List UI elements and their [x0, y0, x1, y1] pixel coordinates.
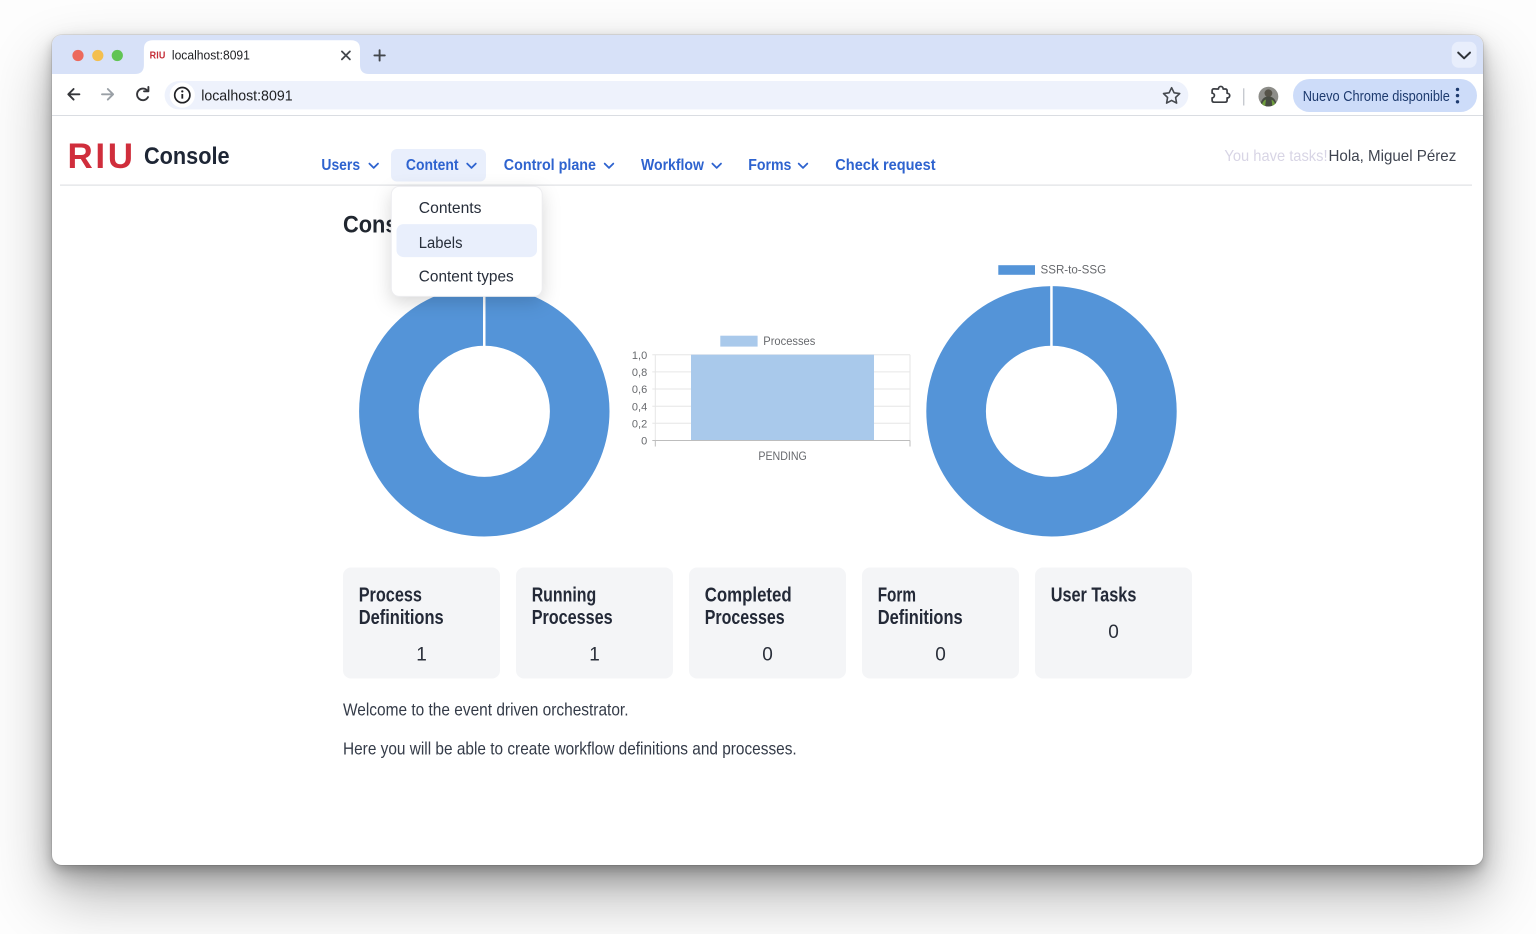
- svg-text:Workflow: Workflow: [641, 157, 705, 174]
- svg-text:Definitions: Definitions: [878, 607, 963, 629]
- svg-text:Labels: Labels: [419, 235, 463, 252]
- svg-text:0,6: 0,6: [632, 384, 647, 396]
- svg-text:Contents: Contents: [419, 200, 482, 217]
- svg-text:SSR-to-SSG: SSR-to-SSG: [1041, 265, 1107, 277]
- svg-text:Form: Form: [878, 585, 916, 607]
- svg-text:Forms: Forms: [748, 157, 791, 174]
- svg-text:Processes: Processes: [763, 336, 815, 348]
- svg-text:localhost:8091: localhost:8091: [201, 89, 292, 105]
- svg-text:Users: Users: [321, 157, 360, 174]
- svg-text:0,8: 0,8: [632, 367, 647, 379]
- svg-text:Content: Content: [406, 157, 459, 174]
- svg-text:Process: Process: [359, 585, 422, 607]
- svg-text:Processes: Processes: [705, 607, 785, 629]
- svg-text:Completed: Completed: [705, 585, 792, 607]
- svg-text:0,2: 0,2: [632, 418, 647, 430]
- svg-text:RIU: RIU: [150, 51, 166, 62]
- svg-text:Control plane: Control plane: [504, 157, 597, 174]
- svg-text:Processes: Processes: [532, 607, 613, 629]
- svg-text:Console: Console: [144, 143, 230, 170]
- svg-text:0,4: 0,4: [632, 401, 647, 413]
- svg-text:Here you will be able to creat: Here you will be able to create workflow…: [343, 739, 797, 759]
- svg-text:1,0: 1,0: [632, 350, 647, 362]
- svg-text:0: 0: [641, 436, 647, 448]
- svg-text:Welcome to the event driven or: Welcome to the event driven orchestrator…: [343, 699, 629, 719]
- svg-text:1: 1: [589, 644, 600, 665]
- svg-text:RIU: RIU: [68, 137, 134, 176]
- svg-text:You have tasks!: You have tasks!: [1224, 148, 1327, 165]
- svg-text:localhost:8091: localhost:8091: [172, 48, 250, 63]
- svg-text:Check request: Check request: [835, 157, 935, 174]
- svg-text:Running: Running: [532, 585, 597, 607]
- svg-text:PENDING: PENDING: [758, 451, 807, 463]
- svg-text:0: 0: [935, 644, 946, 665]
- svg-text:1: 1: [416, 644, 427, 665]
- svg-text:0: 0: [762, 644, 773, 665]
- svg-text:Definitions: Definitions: [359, 607, 444, 629]
- svg-text:Hola, Miguel Pérez: Hola, Miguel Pérez: [1329, 148, 1457, 165]
- svg-text:Nuevo Chrome disponible: Nuevo Chrome disponible: [1303, 89, 1450, 105]
- svg-text:Content types: Content types: [419, 269, 514, 286]
- svg-text:0: 0: [1108, 622, 1119, 643]
- svg-text:User Tasks: User Tasks: [1051, 585, 1137, 607]
